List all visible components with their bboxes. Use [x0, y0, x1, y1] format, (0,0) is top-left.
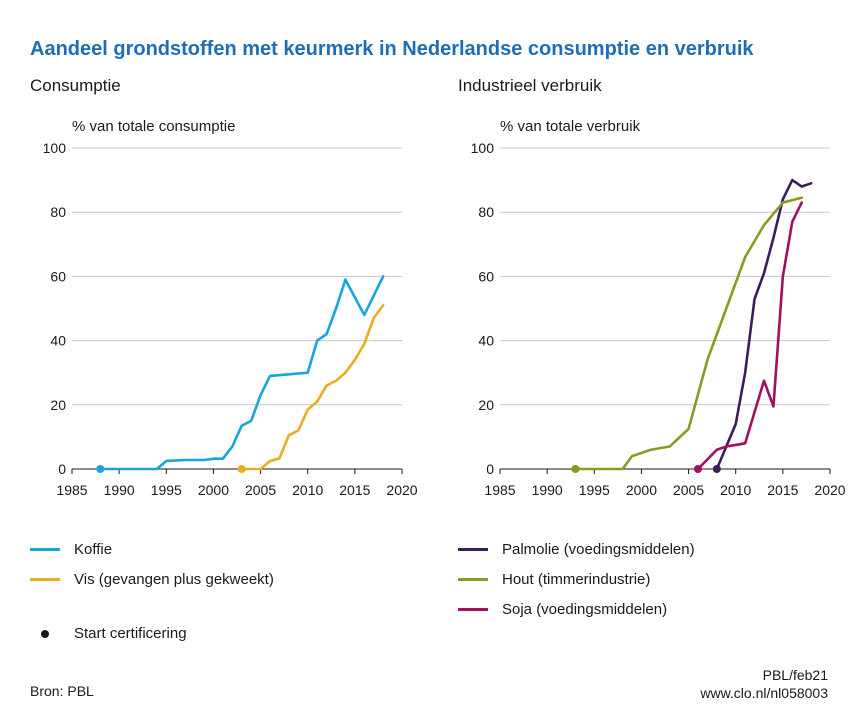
y-tick-label-right-60: 60	[478, 268, 494, 284]
x-tick-label-left-2015: 2015	[339, 482, 370, 498]
y-tick-label-left-60: 60	[50, 268, 66, 284]
series-line-right-2	[696, 201, 804, 471]
x-tick-label-right-2005: 2005	[673, 482, 704, 498]
legend-label-koffie: Koffie	[74, 541, 113, 558]
x-tick-label-left-2010: 2010	[292, 482, 323, 498]
legend-label-palmolie: Palmolie (voedingsmiddelen)	[502, 541, 695, 558]
y-tick-label-right-20: 20	[478, 397, 494, 413]
legend-label-soja: Soja (voedingsmiddelen)	[502, 601, 668, 618]
legend-swatch-koffie	[30, 548, 60, 551]
legend-dot-icon	[41, 629, 49, 638]
legend-item-vis: Vis (gevangen plus gekweekt)	[30, 571, 274, 588]
legend-swatch-vis	[30, 578, 60, 581]
y-tick-label-right-80: 80	[478, 204, 494, 220]
x-tick-label-right-2000: 2000	[626, 482, 657, 498]
x-tick-label-right-1995: 1995	[579, 482, 610, 498]
y-tick-label-left-20: 20	[50, 397, 66, 413]
x-tick-label-right-1990: 1990	[532, 482, 563, 498]
series-line-left-0	[98, 275, 385, 471]
legend-item-hout: Hout (timmerindustrie)	[458, 571, 650, 588]
start-marker-right-1	[571, 465, 580, 473]
legend-label-hout: Hout (timmerindustrie)	[502, 571, 651, 588]
series-line-left-1	[240, 303, 385, 471]
series-line-right-1	[574, 196, 804, 471]
y-tick-label-left-40: 40	[50, 333, 66, 349]
y-tick-label-left-0: 0	[58, 461, 66, 477]
left-panel-title: Consumptie	[30, 76, 121, 95]
start-marker-left-1	[237, 465, 246, 473]
x-tick-label-left-1995: 1995	[151, 482, 182, 498]
right-y-axis-label: % van totale verbruik	[500, 118, 641, 135]
start-marker-right-2	[694, 465, 702, 473]
y-tick-label-left-80: 80	[50, 204, 66, 220]
x-tick-label-right-2020: 2020	[814, 482, 845, 498]
series-line-right-0	[715, 178, 813, 471]
x-tick-label-left-2005: 2005	[245, 482, 276, 498]
y-tick-label-right-100: 100	[471, 140, 495, 156]
x-tick-label-left-2020: 2020	[386, 482, 417, 498]
legend-label-vis: Vis (gevangen plus gekweekt)	[74, 571, 274, 588]
legend-item-soja: Soja (voedingsmiddelen)	[458, 601, 667, 618]
start-marker-right-0	[712, 465, 721, 473]
y-tick-label-right-0: 0	[486, 461, 494, 477]
legend-swatch-hout	[458, 578, 488, 581]
x-tick-label-left-1990: 1990	[104, 482, 135, 498]
x-tick-label-right-2010: 2010	[720, 482, 751, 498]
chart-title: Aandeel grondstoffen met keurmerk in Ned…	[30, 38, 754, 60]
credit-text: PBL/feb21	[762, 667, 828, 683]
source-text: Bron: PBL	[30, 683, 94, 699]
y-tick-label-right-40: 40	[478, 333, 494, 349]
start-marker-left-0	[96, 465, 105, 473]
legend-item-palmolie: Palmolie (voedingsmiddelen)	[458, 541, 695, 558]
legend-item-koffie: Koffie	[30, 541, 112, 558]
y-tick-label-left-100: 100	[43, 140, 67, 156]
x-tick-label-left-1985: 1985	[56, 482, 87, 498]
legend-swatch-palmolie	[458, 548, 488, 551]
url-text: www.clo.nl/nl058003	[700, 685, 828, 701]
left-y-axis-label: % van totale consumptie	[72, 118, 236, 135]
x-tick-label-left-2000: 2000	[198, 482, 229, 498]
x-tick-label-right-2015: 2015	[767, 482, 798, 498]
legend-label-start: Start certificering	[74, 625, 187, 642]
x-tick-label-right-1985: 1985	[484, 482, 515, 498]
right-panel-title: Industrieel verbruik	[458, 76, 602, 95]
legend-swatch-soja	[458, 608, 488, 611]
legend-item-start-certificering: Start certificering	[30, 625, 187, 642]
